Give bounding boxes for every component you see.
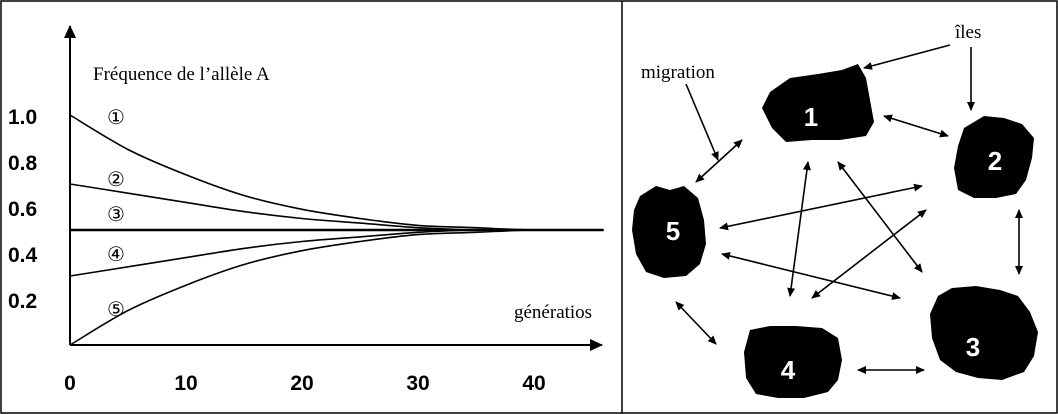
x-tick-30: 30	[406, 372, 429, 395]
curve-label-1: ①	[107, 107, 125, 129]
y-tick-0-6: 0.6	[8, 198, 37, 221]
island-1-number: 1	[804, 102, 818, 132]
arrow-migration-5-4	[675, 301, 717, 345]
iles-label: îles	[954, 22, 981, 43]
island-4-number: 4	[781, 355, 796, 385]
island-2	[954, 116, 1034, 198]
arrow-migration-5-3	[721, 252, 901, 300]
arrow-migration-4-2	[811, 209, 927, 299]
frequency-chart: Fréquence de l’allèle A génératios 1.0 0…	[8, 25, 604, 395]
island-4	[744, 326, 842, 398]
curve-2	[69, 183, 604, 231]
arrow-migration-1-3	[837, 161, 923, 273]
arrow-migration-1-4	[787, 161, 811, 297]
x-tick-labels: 0 10 20 30 40	[64, 372, 546, 395]
y-tick-labels: 1.0 0.8 0.6 0.4 0.2	[8, 106, 38, 313]
curve-label-4: ④	[107, 244, 125, 266]
curves-group	[69, 114, 604, 346]
y-axis-title: Fréquence de l’allèle A	[93, 64, 270, 85]
arrow-migration-5-1	[695, 139, 743, 183]
island-diagram: migration îles 1 2 3 4 5	[632, 22, 1038, 398]
y-tick-0-8: 0.8	[8, 152, 38, 175]
y-tick-1-0: 1.0	[8, 106, 37, 129]
island-3	[930, 286, 1038, 380]
curve-label-2: ②	[107, 169, 125, 191]
curve-label-3: ③	[107, 204, 125, 226]
y-tick-0-4: 0.4	[8, 244, 38, 267]
arrow-migration-5-2	[719, 183, 923, 231]
y-tick-0-2: 0.2	[8, 290, 37, 313]
x-tick-20: 20	[290, 372, 313, 395]
curve-4	[69, 229, 604, 277]
curve-5	[69, 229, 604, 346]
arrow-iles-pointer-1	[863, 44, 951, 70]
curve-1	[69, 114, 604, 231]
island-5	[632, 186, 706, 278]
migration-label: migration	[641, 62, 715, 83]
x-axis-title: génératios	[514, 302, 592, 323]
island-1	[762, 64, 874, 142]
curve-label-5: ⑤	[107, 299, 125, 321]
arrow-migration-1-2	[883, 114, 949, 138]
x-tick-0: 0	[64, 372, 76, 395]
island-2-number: 2	[988, 146, 1002, 176]
arrow-migration-pointer	[685, 83, 719, 161]
x-tick-40: 40	[522, 372, 545, 395]
island-3-number: 3	[966, 332, 980, 362]
island-5-number: 5	[666, 216, 680, 246]
x-tick-10: 10	[174, 372, 197, 395]
